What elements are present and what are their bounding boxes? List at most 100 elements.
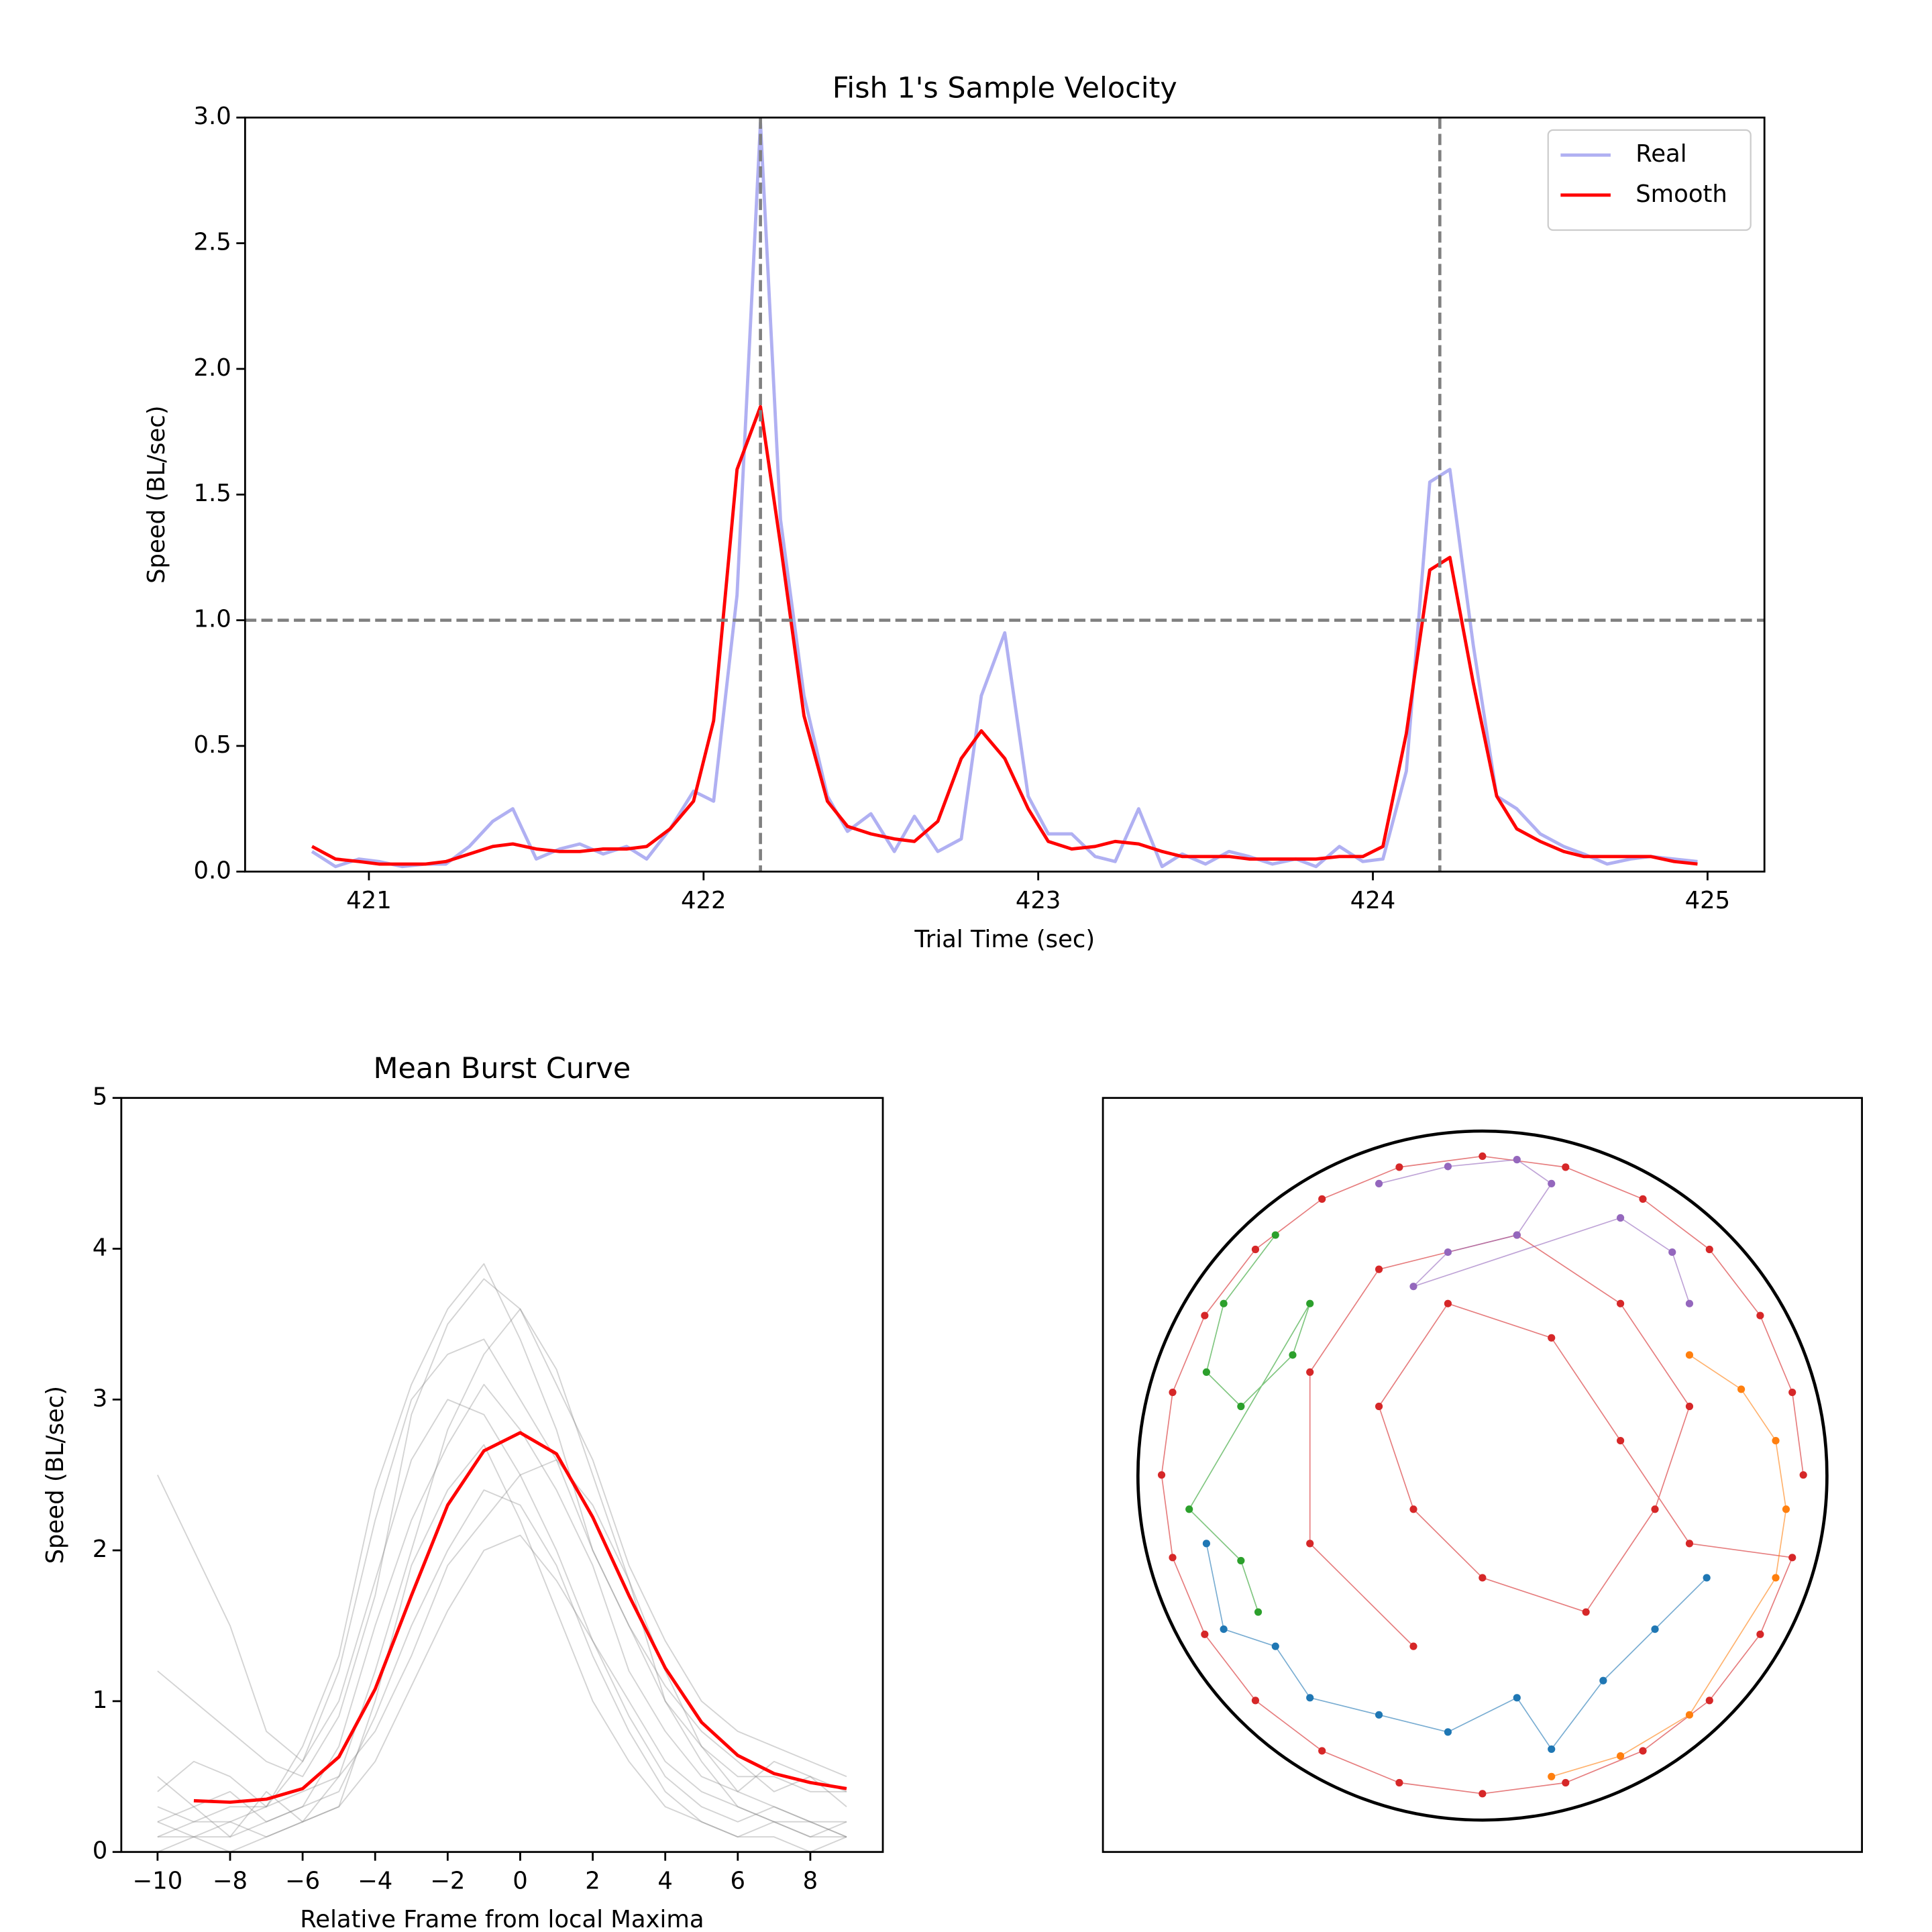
point bbox=[1705, 1697, 1713, 1705]
point bbox=[1616, 1299, 1625, 1307]
point bbox=[1703, 1574, 1711, 1582]
chart-title: Fish 1's Sample Velocity bbox=[833, 72, 1177, 105]
point bbox=[1409, 1283, 1417, 1291]
y-tick-label: 0 bbox=[93, 1837, 108, 1865]
point bbox=[1251, 1245, 1260, 1254]
y-tick-label: 1.5 bbox=[194, 480, 231, 507]
plot-area bbox=[245, 117, 1765, 872]
x-tick-label: −8 bbox=[213, 1867, 248, 1894]
legend-label: Smooth bbox=[1635, 180, 1727, 208]
point bbox=[1582, 1608, 1590, 1616]
chart-1: Mean Burst Curve Relative Frame from loca… bbox=[42, 1052, 884, 1932]
point bbox=[1562, 1163, 1570, 1171]
axes-frame bbox=[120, 1097, 884, 1854]
series-line bbox=[157, 1534, 847, 1852]
point bbox=[1289, 1351, 1297, 1359]
point bbox=[1772, 1574, 1780, 1582]
x-tick-label: −4 bbox=[358, 1867, 392, 1894]
point bbox=[1548, 1745, 1556, 1754]
series-line bbox=[157, 1489, 847, 1852]
x-tick-label: 421 bbox=[346, 887, 392, 914]
point bbox=[1756, 1630, 1764, 1638]
point bbox=[1788, 1554, 1796, 1562]
x-tick-label: 2 bbox=[585, 1867, 600, 1894]
point bbox=[1169, 1554, 1177, 1562]
point bbox=[1237, 1556, 1245, 1565]
point bbox=[1318, 1747, 1326, 1755]
point bbox=[1479, 1574, 1487, 1582]
point bbox=[1668, 1248, 1676, 1256]
x-tick-label: 8 bbox=[803, 1867, 818, 1894]
x-tick-label: 422 bbox=[681, 887, 727, 914]
point bbox=[1651, 1505, 1659, 1513]
point bbox=[1220, 1299, 1228, 1307]
y-axis-label: Speed (BL/sec) bbox=[143, 405, 170, 584]
series-line bbox=[311, 405, 1698, 866]
point bbox=[1685, 1540, 1694, 1548]
point bbox=[1375, 1402, 1383, 1411]
chart-2 bbox=[1102, 1097, 1864, 1854]
point bbox=[1157, 1471, 1166, 1479]
point bbox=[1201, 1630, 1209, 1638]
y-axis-label: Speed (BL/sec) bbox=[42, 1386, 69, 1564]
point bbox=[1375, 1179, 1383, 1187]
point bbox=[1237, 1402, 1245, 1411]
point bbox=[1375, 1265, 1383, 1273]
series-line bbox=[1379, 1159, 1690, 1304]
point bbox=[1254, 1608, 1263, 1616]
x-tick-label: 424 bbox=[1350, 887, 1396, 914]
y-tick-label: 2.5 bbox=[194, 229, 231, 256]
point bbox=[1548, 1334, 1556, 1342]
axes-frame bbox=[1102, 1097, 1864, 1854]
x-tick-label: 0 bbox=[513, 1867, 528, 1894]
series-line bbox=[157, 1444, 847, 1838]
series-line bbox=[1551, 1354, 1787, 1778]
point bbox=[1271, 1231, 1279, 1239]
point bbox=[1772, 1436, 1780, 1445]
point bbox=[1479, 1152, 1487, 1161]
y-tick-label: 5 bbox=[93, 1083, 108, 1111]
y-tick-label: 1 bbox=[93, 1686, 108, 1714]
x-axis-label: Trial Time (sec) bbox=[914, 926, 1095, 953]
plot-area bbox=[1157, 1152, 1807, 1798]
x-tick-label: 423 bbox=[1016, 887, 1061, 914]
point bbox=[1685, 1351, 1694, 1359]
point bbox=[1599, 1676, 1607, 1684]
point bbox=[1513, 1231, 1521, 1239]
x-axis-label: Relative Frame from local Maxima bbox=[300, 1906, 704, 1932]
x-tick-label: −2 bbox=[430, 1867, 465, 1894]
y-tick-label: 1.0 bbox=[194, 606, 231, 633]
y-tick-label: 0.5 bbox=[194, 731, 231, 759]
point bbox=[1616, 1214, 1625, 1222]
point bbox=[1220, 1625, 1228, 1633]
point bbox=[1306, 1368, 1314, 1376]
point bbox=[1306, 1694, 1314, 1702]
y-tick-label: 4 bbox=[93, 1234, 108, 1261]
chart-0: Fish 1's Sample Velocity Trial Time (sec)… bbox=[143, 72, 1766, 953]
y-tick-label: 2 bbox=[93, 1536, 108, 1563]
point bbox=[1375, 1711, 1383, 1719]
x-tick-label: −6 bbox=[285, 1867, 320, 1894]
point bbox=[1479, 1790, 1487, 1798]
point bbox=[1737, 1385, 1746, 1393]
point bbox=[1271, 1642, 1279, 1650]
series-line bbox=[157, 1399, 847, 1838]
y-tick-label: 3.0 bbox=[194, 103, 231, 130]
series-line bbox=[311, 121, 1698, 869]
series-line bbox=[157, 1383, 847, 1823]
point bbox=[1306, 1540, 1314, 1548]
series-line bbox=[157, 1278, 847, 1778]
x-tick-label: 6 bbox=[731, 1867, 746, 1894]
point bbox=[1318, 1195, 1326, 1203]
y-tick-label: 0.0 bbox=[194, 857, 231, 884]
point bbox=[1788, 1388, 1796, 1397]
point bbox=[1251, 1697, 1260, 1705]
series-line bbox=[157, 1338, 847, 1792]
point bbox=[1201, 1311, 1209, 1320]
y-tick-label: 2.0 bbox=[194, 354, 231, 382]
x-tick-label: 4 bbox=[657, 1867, 673, 1894]
x-tick-label: 425 bbox=[1685, 887, 1731, 914]
legend-label: Real bbox=[1635, 140, 1686, 168]
